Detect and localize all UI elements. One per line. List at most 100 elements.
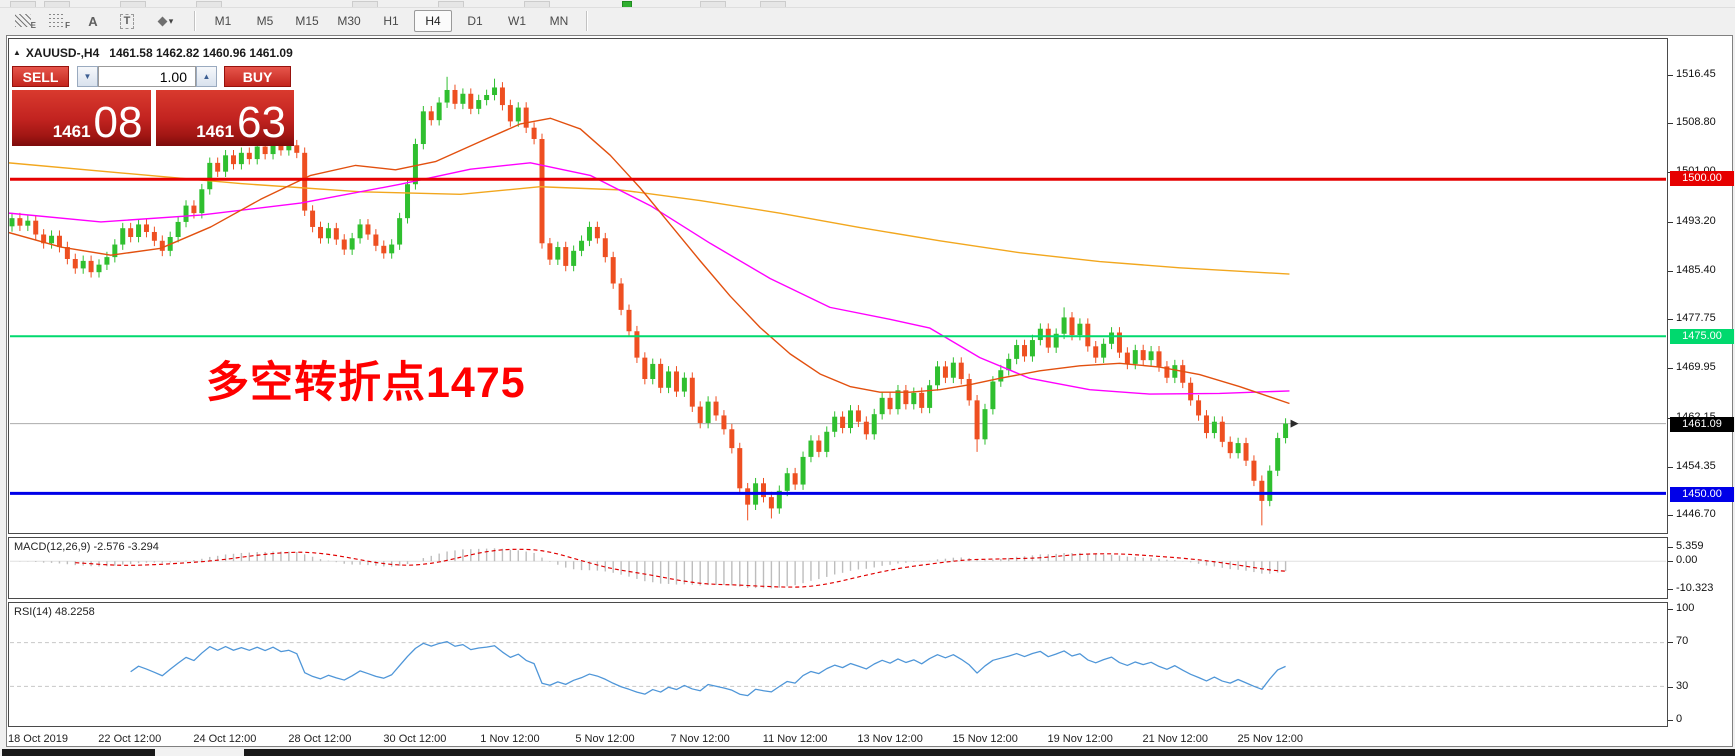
one-click-trading-panel: SELL ▼ ▲ BUY 1461 08 1461 63: [12, 66, 294, 146]
timeframe-m1[interactable]: M1: [214, 14, 232, 28]
channel-hatch-icon: [15, 14, 31, 27]
price-tick-label: 1469.95: [1676, 361, 1716, 374]
time-axis-label: 11 Nov 12:00: [762, 733, 828, 745]
price-line-label: 1475.00: [1670, 328, 1734, 344]
price-tick-label: 1446.70: [1676, 508, 1716, 520]
rsi-tick-mark: [1668, 686, 1673, 688]
price-tick-mark: [1668, 319, 1673, 321]
time-axis-label: 15 Nov 12:00: [952, 733, 1018, 745]
spin-up-icon: ▲: [202, 72, 211, 81]
ohlc-values: 1461.58 1462.82 1460.96 1461.09: [109, 46, 293, 60]
chevron-down-icon: ▾: [168, 15, 174, 26]
macd-tick-mark: [1668, 546, 1673, 548]
price-line-label: 1450.00: [1670, 486, 1734, 502]
volume-increase-button[interactable]: ▲: [196, 66, 217, 87]
macd-label: MACD(12,26,9) -2.576 -3.294: [14, 541, 159, 553]
macd-tick-mark: [1668, 561, 1673, 562]
toolbar-fragment: [120, 1, 146, 7]
price-tick-mark: [1668, 123, 1673, 125]
sell-button[interactable]: SELL: [12, 66, 69, 87]
macd-tick-label: -10.323: [1676, 581, 1714, 594]
rsi-tick-mark: [1668, 609, 1673, 610]
time-axis-label: 24 Oct 12:00: [193, 733, 257, 745]
rsi-tick-label: 30: [1676, 679, 1689, 692]
tool-glyph: T: [119, 13, 135, 29]
rsi-tick-mark: [1668, 720, 1673, 721]
buy-price-display[interactable]: 1461 63: [155, 90, 294, 148]
volume-input[interactable]: [98, 66, 196, 87]
current-price-label: 1461.09: [1670, 416, 1734, 432]
time-axis-label: 13 Nov 12:00: [857, 733, 923, 745]
tool-glyph: F: [65, 21, 70, 30]
collapse-panel-icon[interactable]: ▲: [13, 48, 21, 57]
time-axis[interactable]: 18 Oct 2019 22 Oct 12:00 24 Oct 12:00 28 Oc…: [8, 731, 1668, 747]
candlestick-plot[interactable]: [9, 39, 1667, 533]
macd-plot[interactable]: [9, 538, 1667, 598]
price-tick-label: 1516.45: [1676, 68, 1716, 80]
time-axis-label: 30 Oct 12:00: [383, 733, 447, 745]
time-axis-label: 28 Oct 12:00: [288, 733, 352, 745]
sell-price-display[interactable]: 1461 08: [12, 90, 151, 146]
arrow-shape-icon: [157, 16, 168, 26]
rsi-plot[interactable]: [9, 603, 1667, 726]
rsi-pane[interactable]: [8, 602, 1668, 727]
buy-price-pips: 63: [237, 98, 286, 148]
arrows-dropdown-button[interactable]: ▾: [145, 9, 187, 33]
price-tick-label: 1477.75: [1676, 312, 1716, 325]
price-tick-mark: [1668, 515, 1673, 516]
toolbar-separator: [586, 11, 588, 31]
timeframe-m5[interactable]: M5: [256, 14, 274, 28]
timeframe-m30[interactable]: M30: [337, 14, 361, 28]
timeframe-mn[interactable]: MN: [549, 14, 569, 28]
time-axis-label: 25 Nov 12:00: [1237, 733, 1303, 745]
toolbar-fragment: [700, 1, 726, 7]
upper-toolbar-sliver: [0, 0, 1735, 8]
fibo-lines-icon: [49, 14, 65, 27]
rsi-tick-label: 100: [1676, 602, 1695, 614]
toolbar-fragment: [524, 1, 550, 7]
price-tick-mark: [1668, 75, 1673, 76]
text-box-tool-icon[interactable]: T: [111, 9, 143, 33]
toolbar-fragment: [44, 1, 70, 7]
text-label-tool-icon[interactable]: A: [77, 9, 109, 33]
price-line-label: 1500.00: [1670, 171, 1734, 187]
tool-glyph: E: [30, 21, 36, 30]
buy-button[interactable]: BUY: [224, 66, 291, 87]
timeframe-h4[interactable]: H4: [414, 10, 452, 32]
toolbar-separator: [194, 11, 196, 31]
toolbar-fragment: [438, 1, 464, 7]
bottom-strip-segment: [244, 749, 1735, 756]
toolbar-fragment: [352, 1, 378, 7]
time-axis-label: 18 Oct 2019: [8, 733, 68, 745]
price-tick-label: 1508.80: [1676, 116, 1716, 129]
time-axis-label: 21 Nov 12:00: [1142, 733, 1208, 745]
chart-annotation-text[interactable]: 多空转折点1475: [206, 359, 526, 407]
fibonacci-tool-icon[interactable]: F: [43, 9, 75, 33]
price-tick-label: 1485.40: [1676, 263, 1716, 276]
drawing-and-timeframe-toolbar: E F A T ▾ M1 M5 M15 M30 H1 H4 D1 W1 MN: [0, 8, 1735, 34]
toolbar-fragment: [196, 1, 222, 7]
timeframe-d1[interactable]: D1: [467, 14, 483, 28]
toolbar-fragment-green: [622, 1, 632, 7]
timeframe-h1[interactable]: H1: [383, 14, 399, 28]
volume-decrease-button[interactable]: ▼: [77, 66, 98, 87]
bottom-strip-gap: [155, 749, 244, 756]
sell-price-pips: 08: [93, 98, 143, 148]
price-tick-label: 1493.20: [1676, 214, 1716, 227]
macd-tick-mark: [1668, 588, 1673, 590]
timeframe-w1[interactable]: W1: [508, 14, 526, 28]
chart-title: ▲ XAUUSD-,H4 1461.58 1462.82 1460.96 1461.…: [13, 46, 293, 60]
price-tick-mark: [1668, 270, 1673, 272]
rsi-tick-mark: [1668, 642, 1673, 644]
time-axis-label: 22 Oct 12:00: [98, 733, 162, 745]
equidistant-channel-tool-icon[interactable]: E: [9, 9, 41, 33]
macd-pane[interactable]: [8, 537, 1668, 599]
timeframe-m15[interactable]: M15: [295, 14, 319, 28]
bottom-strip-segment: [2, 749, 155, 756]
price-tick-mark: [1668, 221, 1673, 223]
spin-down-icon: ▼: [83, 72, 92, 81]
timeframe-group: M1 M5 M15 M30 H1 H4 D1 W1 MN: [202, 10, 580, 32]
price-tick-label: 1454.35: [1676, 459, 1716, 472]
rsi-tick-label: 0: [1676, 713, 1683, 725]
time-axis-label: 7 Nov 12:00: [670, 733, 730, 745]
